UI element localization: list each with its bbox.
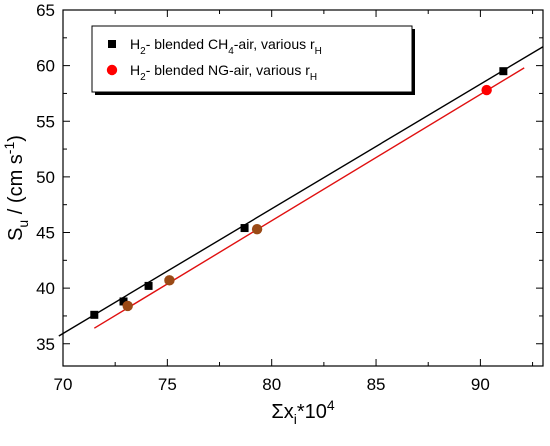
axis-labels-layer: Σxi*104 Su / (cm s-1)	[1, 135, 335, 427]
x-tick-label: 70	[54, 375, 73, 394]
y-tick-label: 60	[36, 57, 55, 76]
fit-line-series-2	[93, 67, 525, 329]
x-tick-label: 85	[367, 375, 386, 394]
fit-lines-layer	[58, 46, 544, 337]
x-tick-label: 80	[262, 375, 281, 394]
data-point-series-1	[90, 310, 99, 319]
data-point-series-2	[122, 300, 133, 312]
y-tick-label: 35	[36, 335, 55, 354]
legend-label-series-1: H2- blended CH4-air, various rH	[130, 36, 322, 57]
axes-layer: 70 75 80 85 90 35 40 45 50 55 60 65	[36, 1, 544, 394]
x-tick-label: 90	[471, 375, 490, 394]
x-axis-label: Σxi*104	[271, 397, 335, 427]
y-axis-label: Su / (cm s-1)	[1, 135, 31, 241]
legend-marker-series-1	[108, 40, 116, 48]
legend: H2- blended CH4-air, various rH H2- blend…	[91, 25, 415, 95]
data-point-series-1	[144, 281, 153, 290]
legend-label-series-2: H2- blended NG-air, various rH	[130, 62, 317, 83]
y-tick-label: 40	[36, 279, 55, 298]
y-tick-label: 50	[36, 168, 55, 187]
x-tick-label: 75	[158, 375, 177, 394]
legend-marker-series-2	[106, 64, 118, 76]
data-point-series-1	[119, 297, 128, 306]
y-tick-label: 65	[36, 1, 55, 20]
data-point-series-2	[481, 84, 492, 96]
data-point-series-1	[240, 224, 249, 233]
plot-frame	[62, 9, 544, 367]
data-point-series-2	[251, 223, 263, 235]
data-point-series-2	[164, 275, 175, 286]
y-tick-label: 55	[36, 112, 55, 131]
y-tick-label: 45	[36, 224, 55, 243]
legend-box	[91, 25, 413, 93]
fit-line-series-1	[58, 46, 544, 337]
data-point-series-1	[499, 67, 508, 76]
data-points-layer	[90, 67, 508, 319]
